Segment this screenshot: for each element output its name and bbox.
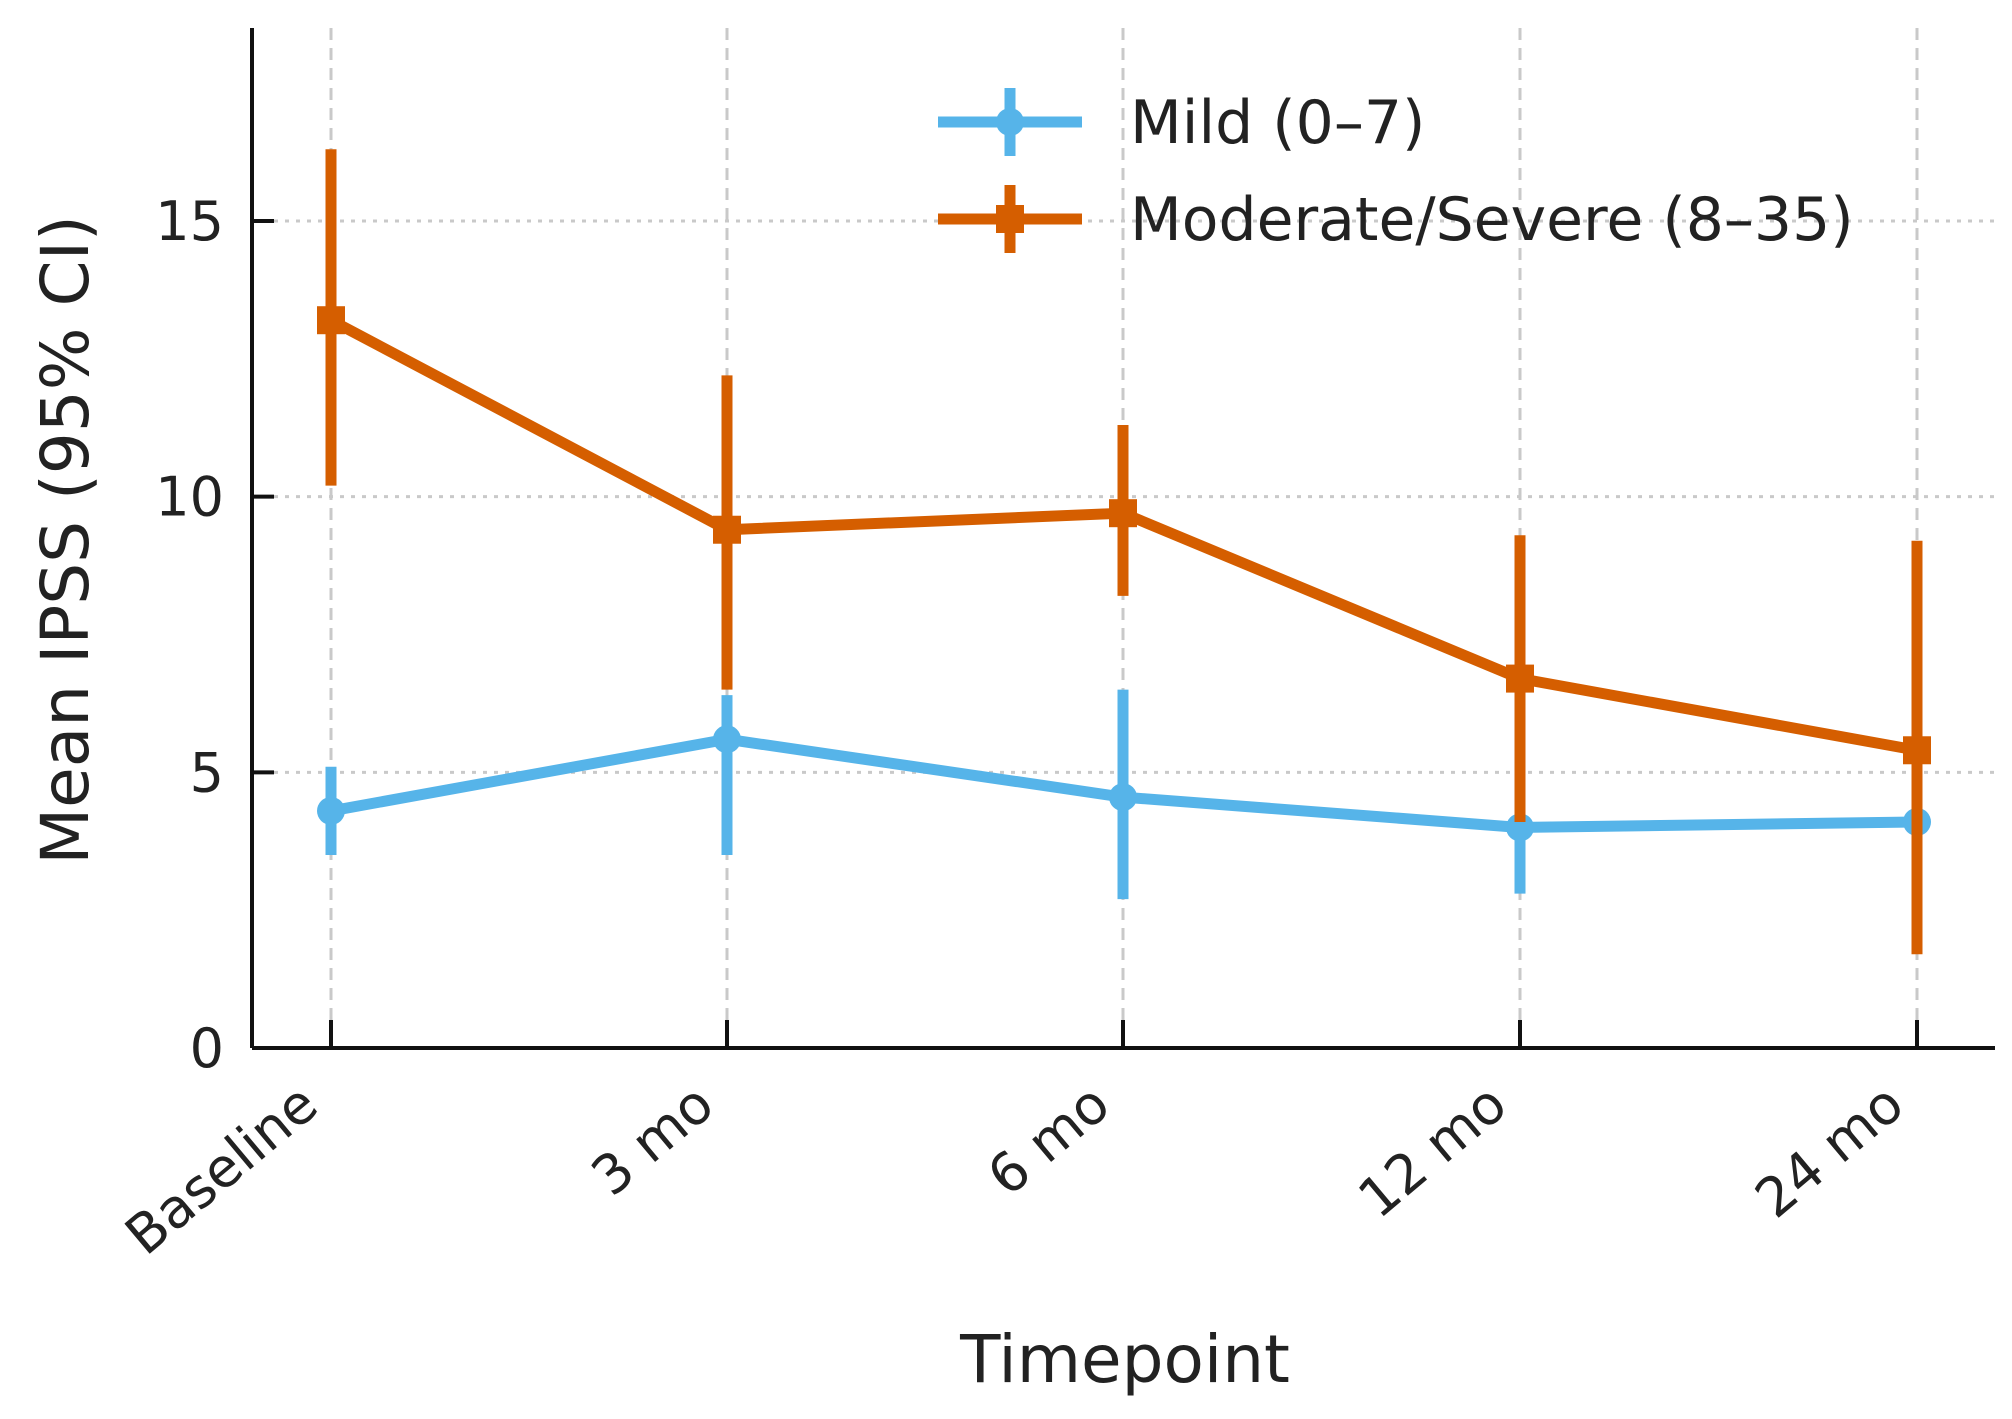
data-point xyxy=(1109,783,1137,812)
y-tick-label: 15 xyxy=(155,190,224,253)
x-axis-title: Timepoint xyxy=(959,1321,1290,1398)
data-point xyxy=(1903,736,1931,765)
y-tick-label: 5 xyxy=(190,741,224,804)
y-tick-label: 10 xyxy=(155,466,224,529)
data-point xyxy=(713,515,741,544)
legend-label: Moderate/Severe (8–35) xyxy=(1130,185,1854,255)
data-point xyxy=(1109,499,1137,528)
legend-item: Moderate/Severe (8–35) xyxy=(938,185,1854,255)
y-tick-label: 0 xyxy=(190,1017,224,1080)
legend-marker xyxy=(996,108,1024,136)
series-mild xyxy=(317,689,1931,900)
legend-label: Mild (0–7) xyxy=(1130,88,1425,158)
series-moderate-severe xyxy=(317,149,1931,955)
legend: Mild (0–7) Moderate/Severe (8–35) xyxy=(938,88,1854,255)
data-point xyxy=(713,725,741,754)
legend-item: Mild (0–7) xyxy=(938,88,1425,158)
legend-marker xyxy=(996,205,1024,233)
series xyxy=(317,149,1931,955)
data-point xyxy=(1506,813,1534,842)
data-point xyxy=(1506,664,1534,693)
y-axis-title: Mean IPSS (95% CI) xyxy=(27,215,104,865)
data-point xyxy=(317,796,345,825)
data-point xyxy=(317,306,345,335)
